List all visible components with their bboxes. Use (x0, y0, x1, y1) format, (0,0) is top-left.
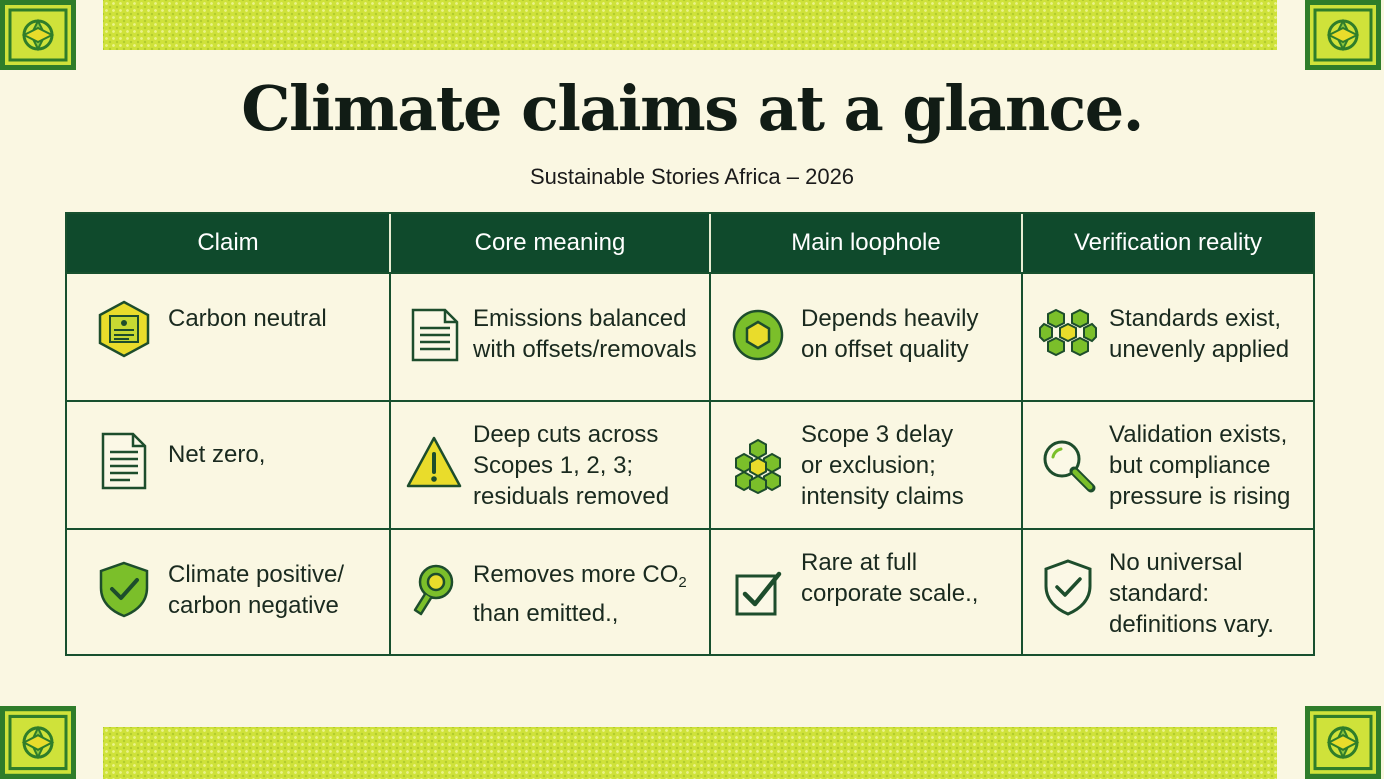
hexagon-ring-icon (729, 306, 787, 364)
table-cell: Depends heavily on offset quality (709, 274, 1021, 400)
shield-check-icon (95, 560, 153, 618)
meaning-text-subscript: 2 (678, 574, 687, 591)
magnifier-icon (1039, 436, 1097, 494)
meaning-text: Deep cuts across Scopes 1, 2, 3; residua… (473, 421, 670, 510)
page-subtitle: Sustainable Stories Africa – 2026 (529, 164, 855, 189)
loophole-text: Depends heavily on offset quality (801, 305, 979, 363)
document-icon (95, 432, 153, 490)
loophole-text: Rare at full corporate scale., (801, 549, 979, 607)
table-row: Net zero, Deep cuts across Scopes 1, 2, … (67, 400, 1313, 528)
column-header-main-loophole: Main loophole (709, 214, 1021, 272)
table-row: Climate positive/ carbon negative Remove… (67, 528, 1313, 654)
table-cell: Climate positive/ carbon negative (67, 530, 389, 654)
meaning-text: Emissions balanced with offsets/removals (473, 305, 697, 363)
claim-text: Net zero, (168, 441, 266, 468)
column-header-claim: Claim (197, 229, 259, 256)
corner-ornament-icon (0, 706, 76, 779)
ring-pin-icon (405, 560, 463, 618)
checkbox-icon (729, 564, 787, 622)
table-cell: Removes more CO2 than emitted., (389, 530, 709, 654)
meaning-text-prefix: Removes more CO (473, 561, 679, 588)
claims-table: Claim Core meaning Main loophole Verific… (65, 212, 1315, 656)
meaning-text: Removes more CO2 than emitted., (473, 559, 701, 629)
table-cell: Rare at full corporate scale., (709, 530, 1021, 654)
table-cell: Carbon neutral (67, 274, 389, 400)
verification-text: No universal standard: definitions vary. (1109, 549, 1274, 638)
table-header-row: Claim Core meaning Main loophole Verific… (67, 214, 1313, 272)
verification-text: Validation exists, but compliance pressu… (1109, 421, 1291, 510)
page-title: Climate claims at a glance. (241, 72, 1144, 145)
meaning-text-suffix: than emitted., (473, 600, 619, 627)
claim-text: Carbon neutral (168, 305, 327, 332)
table-cell: Net zero, (67, 402, 389, 528)
loophole-text: Scope 3 delay or exclusion; intensity cl… (801, 421, 964, 510)
table-cell: No universal standard: definitions vary. (1021, 530, 1313, 654)
hex-cluster-icon (1039, 304, 1097, 362)
corner-ornament-icon (0, 0, 76, 70)
bottom-decorative-band (103, 727, 1277, 779)
corner-ornament-icon (1305, 706, 1381, 779)
corner-ornament-icon (1305, 0, 1381, 70)
document-icon (405, 306, 463, 364)
badge-icon (95, 300, 153, 358)
honeycomb-icon (729, 436, 787, 494)
shield-outline-check-icon (1039, 558, 1097, 616)
warning-icon (405, 434, 463, 492)
table-cell: Standards exist, unevenly applied (1021, 274, 1313, 400)
column-header-core-meaning: Core meaning (389, 214, 709, 272)
table-cell: Deep cuts across Scopes 1, 2, 3; residua… (389, 402, 709, 528)
table-row: Carbon neutral Emissions balanced with o… (67, 272, 1313, 400)
table-cell: Scope 3 delay or exclusion; intensity cl… (709, 402, 1021, 528)
verification-text: Standards exist, unevenly applied (1109, 305, 1290, 363)
column-header-verification-reality: Verification reality (1021, 214, 1313, 272)
claim-text: Climate positive/ carbon negative (168, 561, 345, 619)
top-decorative-band (103, 0, 1277, 50)
table-cell: Emissions balanced with offsets/removals (389, 274, 709, 400)
table-cell: Validation exists, but compliance pressu… (1021, 402, 1313, 528)
